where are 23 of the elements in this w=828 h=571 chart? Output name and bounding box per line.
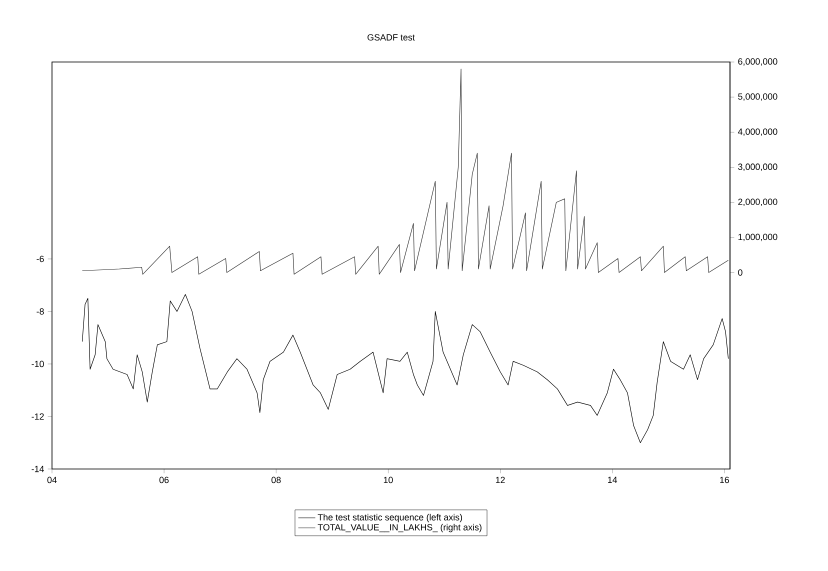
y-tick-label: -8 (36, 308, 44, 315)
y2-tick-label: 3,000,000 (738, 164, 778, 171)
x-tick-label: 06 (159, 476, 169, 484)
y-tick-label: -12 (32, 413, 44, 420)
x-tick-label: 12 (496, 476, 505, 484)
chart-title: GSADF test (368, 34, 415, 41)
x-tick-label: 10 (384, 476, 393, 484)
x-tick-label: 16 (720, 476, 729, 484)
legend-label: The test statistic sequence (left axis) (318, 514, 462, 522)
y-tick-label: -6 (36, 256, 44, 262)
y-tick-label: -10 (32, 360, 44, 368)
y2-tick-label: 4,000,000 (738, 128, 778, 136)
y2-tick-label: 5,000,000 (738, 93, 778, 101)
legend-label: TOTAL_VALUE__IN_LAKHS_ (right axis) (318, 524, 482, 532)
x-tick-label: 14 (608, 476, 618, 483)
x-tick-label: 08 (271, 476, 281, 484)
y2-tick-label: 0 (738, 269, 742, 276)
y2-tick-label: 2,000,000 (738, 198, 778, 206)
x-tick-label: 04 (47, 476, 57, 484)
y2-tick-label: 1,000,000 (738, 234, 778, 242)
line-series (82, 68, 729, 275)
y-tick-label: -14 (32, 466, 44, 472)
y2-tick-label: 6,000,000 (738, 58, 778, 66)
